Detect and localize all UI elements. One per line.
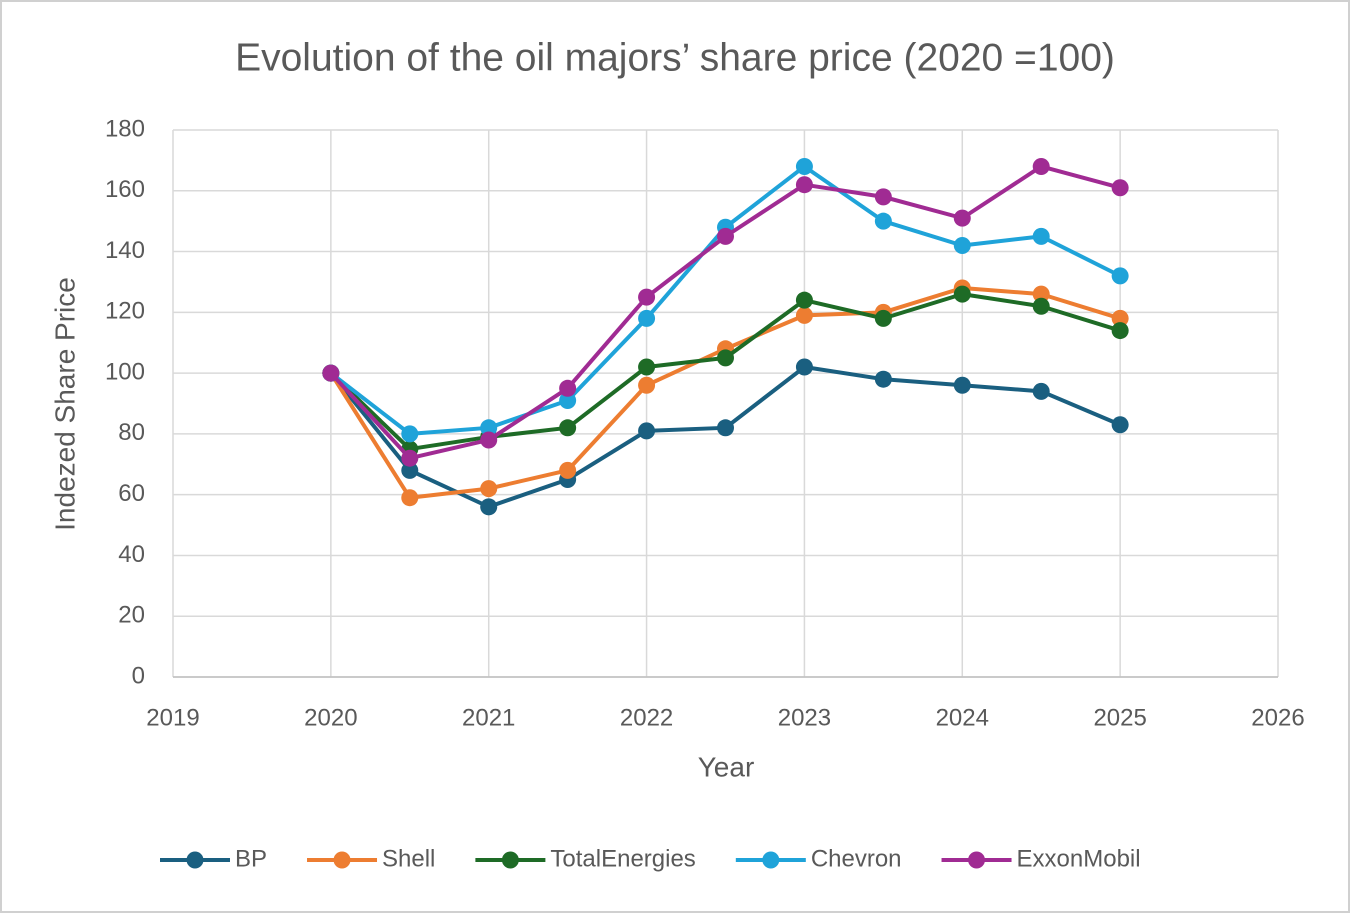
y-tick-label: 140 bbox=[105, 237, 145, 264]
y-tick-label: 120 bbox=[105, 298, 145, 325]
legend-label: BP bbox=[235, 845, 267, 872]
data-point bbox=[1032, 297, 1050, 315]
data-point bbox=[874, 212, 892, 230]
data-point bbox=[559, 379, 577, 397]
data-point bbox=[559, 391, 577, 409]
legend-label: Chevron bbox=[811, 845, 902, 872]
data-point bbox=[717, 349, 734, 367]
x-tick-label: 2023 bbox=[778, 704, 831, 731]
y-tick-label: 20 bbox=[118, 602, 145, 629]
legend-label: ExxonMobil bbox=[1017, 845, 1141, 872]
data-point bbox=[638, 376, 656, 394]
legend-marker bbox=[501, 851, 519, 869]
data-point bbox=[795, 291, 813, 309]
data-point bbox=[638, 309, 656, 327]
data-point bbox=[1111, 309, 1129, 327]
y-tick-label: 80 bbox=[118, 419, 145, 446]
y-tick-label: 160 bbox=[105, 176, 145, 203]
data-point bbox=[953, 236, 971, 254]
data-point bbox=[717, 419, 734, 437]
data-point bbox=[638, 288, 656, 306]
y-tick-label: 180 bbox=[105, 115, 145, 142]
data-point bbox=[1111, 416, 1129, 434]
data-point bbox=[559, 461, 577, 479]
data-point bbox=[638, 358, 656, 376]
data-point bbox=[401, 425, 419, 443]
data-point bbox=[1032, 157, 1050, 175]
legend-marker bbox=[762, 851, 780, 869]
data-point bbox=[401, 489, 419, 507]
data-point bbox=[874, 309, 892, 327]
x-axis-title: Year bbox=[698, 751, 755, 782]
data-point bbox=[1032, 382, 1050, 400]
data-point bbox=[480, 431, 498, 449]
data-point bbox=[795, 157, 813, 175]
x-tick-label: 2024 bbox=[936, 704, 989, 731]
legend-marker bbox=[333, 851, 351, 869]
x-tick-label: 2019 bbox=[146, 704, 199, 731]
data-point bbox=[322, 364, 340, 382]
data-point bbox=[795, 306, 813, 324]
legend-label: TotalEnergies bbox=[550, 845, 695, 872]
x-tick-label: 2021 bbox=[462, 704, 515, 731]
data-point bbox=[480, 419, 498, 437]
data-point bbox=[717, 227, 734, 245]
x-tick-label: 2025 bbox=[1093, 704, 1146, 731]
y-tick-label: 40 bbox=[118, 541, 145, 568]
x-tick-label: 2020 bbox=[304, 704, 357, 731]
data-point bbox=[1111, 267, 1129, 285]
data-point bbox=[638, 422, 656, 440]
data-point bbox=[953, 209, 971, 227]
y-tick-label: 100 bbox=[105, 358, 145, 385]
legend-label: Shell bbox=[382, 845, 435, 872]
chart-title: Evolution of the oil majors’ share price… bbox=[235, 36, 1115, 79]
data-point bbox=[1032, 285, 1050, 303]
data-point bbox=[795, 176, 813, 194]
data-point bbox=[1032, 227, 1050, 245]
data-point bbox=[874, 188, 892, 206]
y-tick-label: 60 bbox=[118, 480, 145, 507]
data-point bbox=[480, 498, 498, 516]
y-tick-label: 0 bbox=[132, 662, 145, 689]
x-tick-label: 2026 bbox=[1251, 704, 1304, 731]
data-point bbox=[401, 461, 419, 479]
data-point bbox=[559, 419, 577, 437]
data-point bbox=[953, 285, 971, 303]
x-tick-label: 2022 bbox=[620, 704, 673, 731]
data-point bbox=[953, 376, 971, 394]
data-point bbox=[401, 449, 419, 467]
data-point bbox=[874, 370, 892, 388]
y-axis-title: Indezed Share Price bbox=[49, 277, 80, 531]
data-point bbox=[1111, 179, 1129, 197]
legend-marker bbox=[186, 851, 204, 869]
legend-marker bbox=[968, 851, 986, 869]
data-point bbox=[795, 358, 813, 376]
data-point bbox=[1111, 322, 1129, 340]
data-point bbox=[480, 480, 498, 498]
